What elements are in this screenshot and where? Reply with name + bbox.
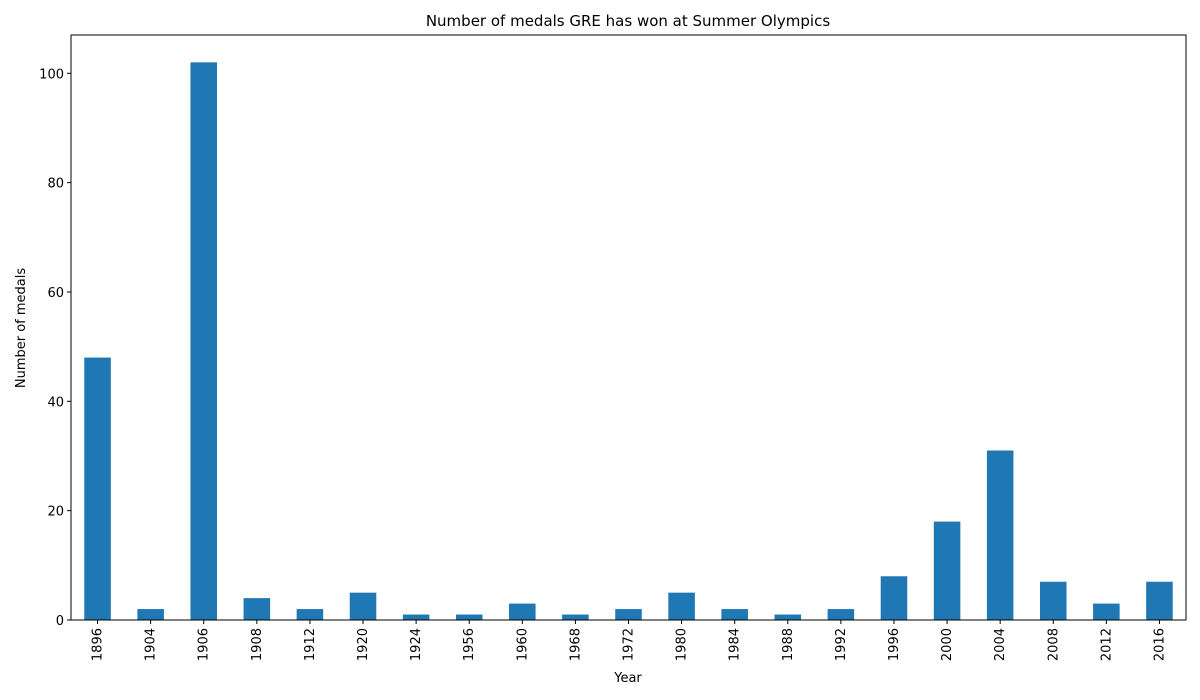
- x-tick-label-1984: 1984: [728, 628, 743, 661]
- bars-group: [84, 62, 1173, 621]
- x-tick-label-1924: 1924: [409, 628, 424, 661]
- x-axis-label: Year: [613, 671, 642, 686]
- x-tick-label-1972: 1972: [622, 628, 637, 661]
- bar-1904: [137, 609, 164, 620]
- bar-1968: [562, 614, 589, 620]
- x-tick-label-1996: 1996: [887, 628, 902, 661]
- bar-2008: [1039, 581, 1067, 620]
- x-tick-label-1906: 1906: [197, 628, 212, 661]
- y-tick-label-0: 0: [56, 614, 64, 629]
- x-tick-label-2004: 2004: [993, 628, 1008, 661]
- x-tick-label-1912: 1912: [303, 628, 318, 661]
- bar-1972: [615, 609, 642, 620]
- bar-1920: [349, 592, 377, 620]
- y-tick-label-60: 60: [47, 286, 64, 301]
- bar-1988: [774, 614, 802, 620]
- bar-1906: [190, 62, 218, 621]
- y-tick-label-40: 40: [47, 395, 64, 410]
- bar-2016: [1146, 581, 1173, 620]
- bar-1908: [243, 598, 271, 620]
- x-tick-label-1956: 1956: [462, 628, 477, 661]
- bar-2000: [933, 521, 961, 620]
- x-tick-label-1908: 1908: [250, 628, 265, 661]
- bar-2004: [986, 450, 1014, 620]
- y-axis-label: Number of medals: [14, 268, 29, 389]
- y-tick-label-20: 20: [47, 505, 64, 520]
- x-tick-label-2016: 2016: [1152, 628, 1167, 661]
- plot-frame: [70, 34, 1187, 621]
- x-tick-label-1988: 1988: [781, 628, 796, 661]
- bar-1956: [455, 614, 483, 620]
- chart-title: Number of medals GRE has won at Summer O…: [426, 12, 831, 30]
- x-tick-label-2012: 2012: [1099, 628, 1114, 661]
- bar-1992: [827, 609, 855, 620]
- x-axis-ticks: 1896 1904 1906 1908 1912 1920 1924 1956 1960 1968…: [91, 620, 1167, 661]
- bar-1984: [721, 609, 748, 620]
- bar-1924: [402, 614, 430, 620]
- x-tick-label-1968: 1968: [568, 628, 583, 661]
- x-tick-label-1980: 1980: [675, 628, 690, 661]
- x-tick-label-1904: 1904: [144, 628, 159, 661]
- x-tick-label-1960: 1960: [515, 628, 530, 661]
- bar-1912: [296, 609, 324, 620]
- x-tick-label-2000: 2000: [940, 628, 955, 661]
- bar-1960: [509, 603, 536, 620]
- y-axis-ticks: 0 20 40 60 80 100: [39, 67, 71, 629]
- y-tick-label-80: 80: [47, 177, 64, 192]
- y-tick-label-100: 100: [39, 67, 64, 82]
- x-tick-label-2008: 2008: [1046, 628, 1061, 661]
- bar-2012: [1093, 603, 1120, 620]
- bar-1896: [84, 357, 111, 620]
- x-tick-label-1992: 1992: [834, 628, 849, 661]
- bar-1980: [668, 592, 695, 620]
- x-tick-label-1920: 1920: [356, 628, 371, 661]
- x-tick-label-1896: 1896: [91, 628, 106, 661]
- bar-1996: [880, 576, 908, 620]
